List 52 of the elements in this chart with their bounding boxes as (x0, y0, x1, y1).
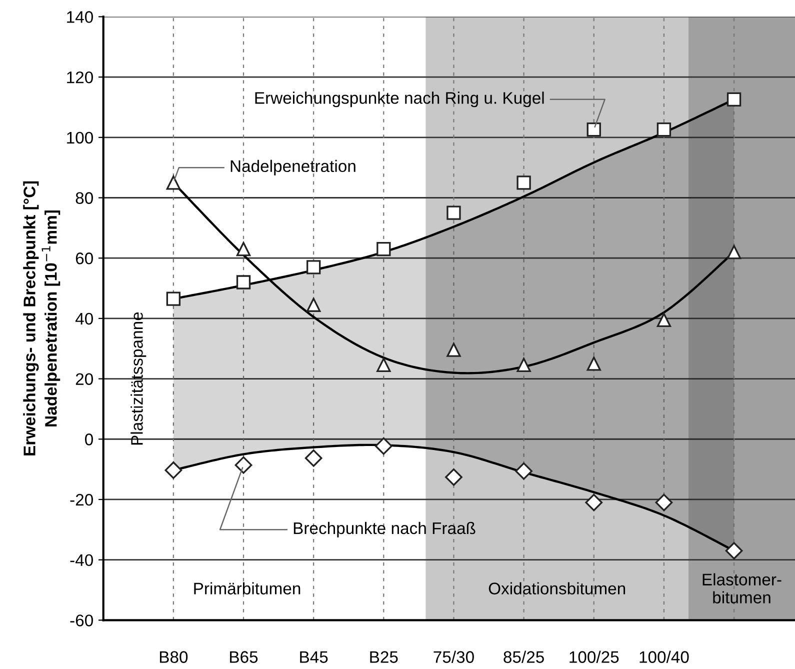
x-tick-label: B45 (300, 651, 328, 663)
x-tick-label: B65 (230, 651, 258, 663)
y-tick-label: 100 (67, 132, 93, 144)
point (586, 356, 601, 371)
y-tick-label: 0 (85, 434, 93, 446)
point (306, 298, 321, 312)
point (446, 342, 461, 357)
point (585, 494, 603, 512)
point (236, 275, 251, 290)
point (164, 462, 182, 479)
y-axis-title: Erweichungs- und Brechpunkt [°C] Nadelpenetration [10$^{−1}$mm] (23, 181, 60, 456)
y-tick-label: 120 (67, 71, 93, 84)
annotation: Brechpunkte nach Fraaß (294, 522, 476, 538)
point (726, 244, 742, 260)
x-tick-label: 100/25 (570, 650, 619, 663)
band-label: Oxidationsbitumen (488, 582, 626, 594)
x-tick-label: B25 (370, 651, 398, 663)
y-tick-label: 40 (75, 312, 93, 325)
point (445, 468, 462, 486)
point (515, 462, 532, 480)
x-tick-label: 75/30 (434, 650, 474, 663)
point (306, 260, 321, 274)
annotation: Nadelpenetration (230, 160, 356, 176)
point (374, 437, 392, 455)
point (656, 312, 672, 328)
point (516, 176, 531, 190)
annotation: Erweichungspunkte nach Ring u. Kugel (255, 92, 544, 108)
point (586, 122, 601, 137)
point (376, 358, 391, 372)
y-tick-label: 20 (76, 373, 93, 385)
y-tick-label: -20 (70, 494, 93, 506)
annotation: Plastizitätsspanne (130, 312, 146, 445)
point (656, 122, 672, 137)
annotation: Elastomer- bitumen (702, 573, 782, 604)
point (446, 206, 461, 220)
y-tick-label: 140 (67, 11, 93, 23)
point (376, 242, 391, 256)
point (234, 456, 252, 474)
point (516, 358, 531, 372)
point (726, 92, 742, 106)
point (655, 494, 673, 512)
x-tick-label: 85/25 (504, 650, 544, 663)
x-tick-label: 100/40 (640, 650, 689, 663)
point (304, 449, 322, 467)
y-tick-label: 80 (76, 192, 93, 204)
y-tick-label: 60 (76, 252, 93, 264)
x-tick-label: B80 (160, 651, 188, 663)
point (725, 542, 743, 560)
annotation: Primärbitumen (194, 582, 300, 594)
y-tick-label: -40 (70, 554, 93, 566)
y-tick-label: -60 (70, 614, 93, 626)
point (166, 292, 181, 306)
